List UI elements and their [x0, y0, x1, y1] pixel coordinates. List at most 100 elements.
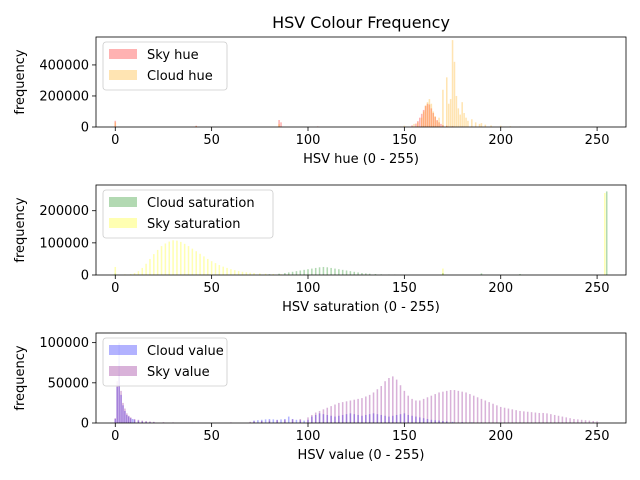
x-tick-label: 0: [111, 133, 119, 148]
bar: [365, 273, 367, 275]
bar: [411, 125, 413, 127]
bar: [349, 271, 352, 275]
bar: [326, 407, 329, 423]
bar: [353, 414, 356, 423]
bar: [411, 415, 413, 423]
chart-0: 0 50 100 150 200 250 0 200000 400000 HSV hue (0 -…: [13, 36, 627, 167]
bar: [465, 392, 467, 423]
bar: [368, 273, 371, 275]
bar: [116, 381, 118, 423]
bar: [577, 419, 579, 423]
bar: [241, 271, 244, 275]
bar: [503, 407, 506, 423]
bar: [403, 413, 406, 423]
bar: [440, 123, 442, 127]
bar: [361, 415, 363, 423]
bar: [488, 402, 490, 423]
bar: [596, 421, 598, 423]
bar: [424, 105, 427, 127]
legend-box: [102, 189, 274, 239]
bar: [457, 390, 460, 423]
bar: [295, 271, 298, 275]
bar: [349, 413, 352, 423]
legend-box: [102, 337, 228, 387]
series-0-0: [114, 103, 463, 127]
bar: [434, 116, 436, 127]
y-tick-label: 400000: [39, 58, 89, 73]
bar: [372, 392, 375, 423]
bar: [137, 419, 140, 423]
x-tick-label: 0: [111, 281, 119, 296]
bar: [307, 419, 309, 423]
bar: [368, 414, 371, 423]
bar: [449, 99, 452, 127]
x-tick-label: 50: [203, 281, 220, 296]
bar: [438, 392, 440, 423]
chart-1: 0 50 100 150 200 250 0 100000 200000 HSV saturati…: [13, 184, 627, 315]
x-tick-label: 150: [392, 133, 417, 148]
bar: [588, 420, 591, 423]
bar: [176, 240, 178, 275]
y-tick-label: 200000: [39, 89, 89, 104]
bar: [118, 374, 120, 423]
bar: [330, 415, 332, 423]
x-tick-label: 200: [488, 281, 513, 296]
bar: [376, 414, 379, 423]
bar: [430, 395, 433, 423]
x-tick-label: 50: [203, 133, 220, 148]
bar: [133, 273, 136, 275]
legend-label: Cloud hue: [147, 69, 213, 84]
bar: [484, 124, 487, 127]
bar: [322, 266, 325, 275]
bar: [461, 391, 463, 423]
bar: [467, 120, 469, 127]
y-tick-label: 0: [81, 121, 89, 136]
legend-label: Cloud saturation: [147, 196, 255, 211]
bar: [345, 270, 348, 275]
bar: [322, 414, 325, 423]
y-tick-label: 50000: [48, 376, 89, 391]
bar: [318, 267, 321, 275]
bar: [153, 421, 155, 423]
bar: [463, 113, 465, 127]
bar: [426, 397, 429, 423]
bar: [392, 415, 394, 423]
bar: [407, 395, 409, 423]
bar: [114, 273, 117, 275]
bar: [428, 104, 431, 127]
bar: [374, 274, 377, 275]
bar: [432, 111, 435, 127]
x-tick-label: 200: [488, 429, 513, 444]
bar: [419, 400, 421, 423]
bar: [295, 419, 298, 423]
bar: [210, 261, 213, 275]
y-axis-label: frequency: [13, 197, 28, 263]
bar: [172, 240, 174, 275]
bar: [605, 191, 608, 275]
bar: [230, 269, 232, 275]
bar: [149, 421, 151, 423]
bar: [222, 266, 224, 275]
x-tick-label: 150: [392, 429, 417, 444]
bar: [436, 120, 438, 127]
bar: [550, 414, 552, 423]
bar: [303, 269, 305, 275]
bar: [445, 421, 448, 423]
x-tick-label: 250: [585, 429, 610, 444]
bar: [442, 420, 444, 423]
bar: [291, 271, 294, 275]
bar: [287, 272, 290, 275]
bar: [249, 421, 251, 423]
bar: [580, 419, 583, 423]
bar: [415, 123, 417, 127]
bar: [124, 410, 126, 423]
x-tick-label: 200: [488, 133, 513, 148]
bar: [542, 412, 544, 423]
bar: [120, 394, 122, 424]
bar: [116, 386, 118, 423]
bar: [141, 267, 144, 275]
bar: [278, 123, 280, 127]
bar: [428, 99, 431, 127]
bar: [445, 125, 448, 127]
